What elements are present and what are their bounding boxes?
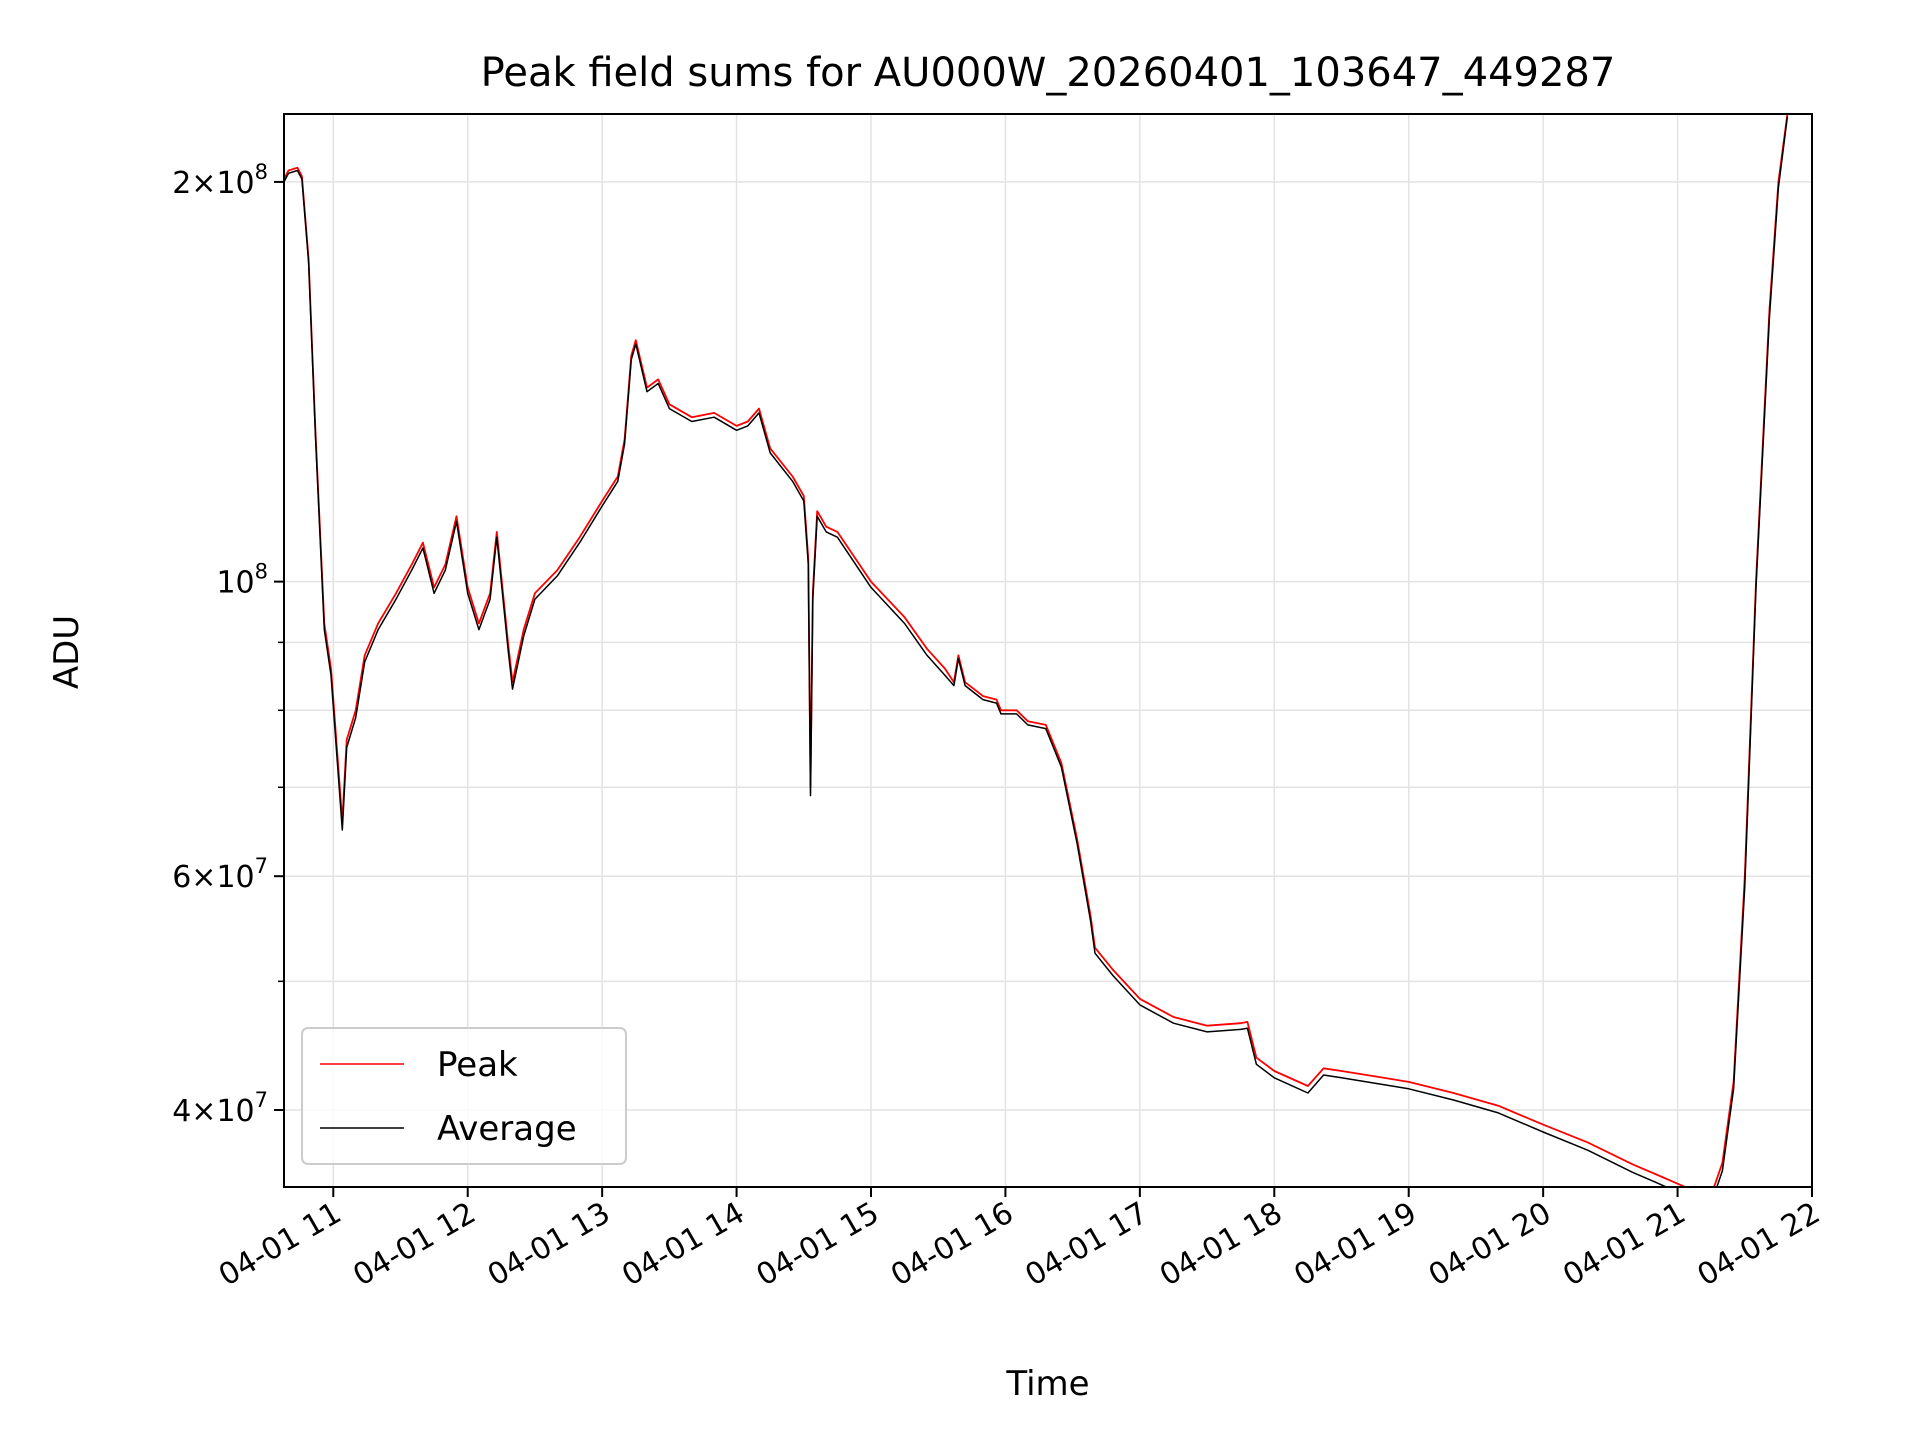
y-tick-exponent: 8 <box>255 160 268 184</box>
plot-frame <box>283 113 1813 1188</box>
y-tick-mantissa: 4 <box>172 1094 191 1129</box>
series-layer <box>284 114 1789 1187</box>
y-tick-exponent: 8 <box>255 560 268 584</box>
legend-label-average: Average <box>437 1109 577 1149</box>
y-axis-label: ADU <box>47 615 87 689</box>
series-line-peak <box>284 114 1789 1187</box>
y-tick-exponent: 7 <box>255 854 268 878</box>
legend: Peak Average <box>301 1027 627 1165</box>
y-tick-exponent: 7 <box>255 1088 268 1112</box>
grid <box>284 114 1813 1187</box>
x-axis-label: Time <box>1005 1364 1089 1404</box>
y-tick-mantissa: 2 <box>172 166 191 201</box>
y-tick-label: 2×108 <box>172 160 268 201</box>
y-axis-ticks: 4×107 6×107 108 2×108 <box>172 160 284 1129</box>
y-tick-label: 4×107 <box>172 1088 268 1129</box>
legend-box <box>301 1027 627 1165</box>
chart-title: Peak field sums for AU000W_20260401_1036… <box>481 50 1616 96</box>
series-line-average <box>284 116 1789 1187</box>
y-tick-mantissa: 6 <box>172 860 191 895</box>
y-tick-label: 108 <box>216 560 268 601</box>
y-tick-label: 6×107 <box>172 854 268 895</box>
legend-label-peak: Peak <box>437 1045 518 1085</box>
